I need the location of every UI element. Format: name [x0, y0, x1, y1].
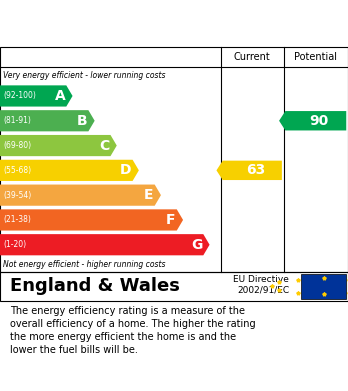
Text: A: A	[55, 89, 65, 103]
Text: C: C	[99, 138, 109, 152]
Bar	[301, 274, 346, 299]
Text: D: D	[120, 163, 132, 178]
Text: The energy efficiency rating is a measure of the
overall efficiency of a home. T: The energy efficiency rating is a measur…	[10, 306, 256, 355]
Polygon shape	[0, 160, 139, 181]
Polygon shape	[0, 234, 209, 255]
Text: (92-100): (92-100)	[3, 91, 36, 100]
Text: EU Directive
2002/91/EC: EU Directive 2002/91/EC	[233, 275, 289, 295]
Polygon shape	[0, 110, 95, 131]
Text: (39-54): (39-54)	[3, 191, 32, 200]
Text: (55-68): (55-68)	[3, 166, 32, 175]
Text: 90: 90	[310, 114, 329, 128]
Text: E: E	[144, 188, 154, 202]
Text: Not energy efficient - higher running costs: Not energy efficient - higher running co…	[3, 260, 166, 269]
Text: G: G	[191, 238, 202, 252]
Polygon shape	[0, 209, 183, 231]
Polygon shape	[0, 185, 161, 206]
Polygon shape	[0, 135, 117, 156]
Text: (81-91): (81-91)	[3, 116, 31, 125]
Polygon shape	[216, 161, 282, 180]
Text: (69-80): (69-80)	[3, 141, 32, 150]
Text: England & Wales: England & Wales	[10, 277, 180, 296]
Text: Energy Efficiency Rating: Energy Efficiency Rating	[10, 23, 239, 41]
Text: Current: Current	[234, 52, 271, 62]
Text: Very energy efficient - lower running costs: Very energy efficient - lower running co…	[3, 71, 166, 80]
Text: Potential: Potential	[294, 52, 337, 62]
Text: (1-20): (1-20)	[3, 240, 26, 249]
Text: F: F	[166, 213, 176, 227]
Text: 63: 63	[246, 163, 266, 178]
Text: B: B	[77, 114, 87, 128]
Text: (21-38): (21-38)	[3, 215, 31, 224]
Polygon shape	[279, 111, 346, 131]
Polygon shape	[0, 85, 72, 107]
